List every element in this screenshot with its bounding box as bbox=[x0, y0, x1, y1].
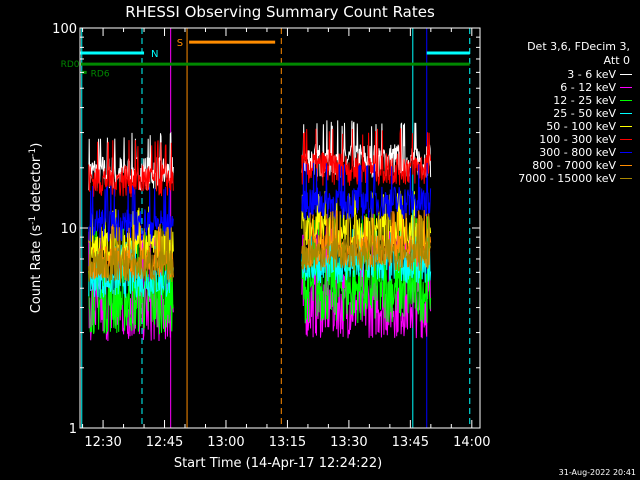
series-8 bbox=[88, 213, 432, 283]
series-8-segment-0 bbox=[88, 226, 174, 283]
flag-label-3: RD0 bbox=[61, 60, 80, 70]
legend-item-label: 300 - 800 keV bbox=[539, 145, 616, 159]
legend-swatch bbox=[620, 165, 632, 166]
legend-item-label: 6 - 12 keV bbox=[560, 80, 616, 94]
legend: Det 3,6, FDecim 3, Att 0 3 - 6 keV 6 - 12… bbox=[478, 40, 634, 185]
legend-swatch bbox=[620, 152, 632, 153]
y-axis-label: Count Rate (s-1 detector-1) bbox=[28, 143, 44, 314]
legend-swatch bbox=[620, 139, 632, 140]
series-8-segment-1 bbox=[301, 213, 432, 272]
data-layer bbox=[80, 28, 471, 428]
series-2-segment-0 bbox=[88, 224, 174, 335]
legend-item-label: 12 - 25 keV bbox=[553, 93, 616, 107]
legend-item-label: 50 - 100 keV bbox=[546, 119, 616, 133]
legend-swatch bbox=[620, 178, 632, 179]
y-tick-label: 100 bbox=[52, 22, 77, 37]
legend-item-label: 3 - 6 keV bbox=[567, 67, 616, 81]
series-6-segment-0 bbox=[88, 185, 174, 243]
legend-swatch bbox=[620, 100, 632, 101]
legend-item: 50 - 100 keV bbox=[478, 120, 634, 133]
x-tick-label: 13:00 bbox=[207, 435, 244, 450]
legend-swatch bbox=[620, 87, 632, 88]
x-axis-label: Start Time (14-Apr-17 12:24:22) bbox=[174, 456, 382, 471]
legend-item: 6 - 12 keV bbox=[478, 81, 634, 94]
y-tick-label: 1 bbox=[69, 422, 77, 437]
legend-swatch bbox=[620, 126, 632, 127]
legend-item: 800 - 7000 keV bbox=[478, 159, 634, 172]
legend-item-label: 800 - 7000 keV bbox=[532, 158, 616, 172]
x-tick-label: 12:45 bbox=[146, 435, 183, 450]
legend-swatch bbox=[620, 74, 632, 75]
series-6 bbox=[88, 162, 432, 243]
legend-item: 7000 - 15000 keV bbox=[478, 172, 634, 185]
axes-layer: 1 10 100 12:30 12:45 13:00 13:15 13:30 13:45 14:0… bbox=[52, 22, 490, 450]
x-tick-label: 13:15 bbox=[269, 435, 306, 450]
generation-timestamp: 31-Aug-2022 20:41 bbox=[558, 468, 636, 477]
x-tick-label: 13:45 bbox=[392, 435, 429, 450]
legend-item-label: 100 - 300 keV bbox=[539, 132, 616, 146]
legend-item: 300 - 800 keV bbox=[478, 146, 634, 159]
legend-item: 25 - 50 keV bbox=[478, 107, 634, 120]
flag-label-0: N bbox=[151, 49, 158, 60]
legend-swatch bbox=[620, 113, 632, 114]
series-7-segment-1 bbox=[301, 210, 432, 268]
legend-header-line-1: Det 3,6, FDecim 3, bbox=[527, 40, 630, 53]
series-5-segment-0 bbox=[88, 140, 174, 198]
legend-item: 12 - 25 keV bbox=[478, 94, 634, 107]
legend-header-line-2: Att 0 bbox=[603, 54, 630, 67]
legend-item-label: 25 - 50 keV bbox=[553, 106, 616, 120]
chart-title: RHESSI Observing Summary Count Rates bbox=[125, 3, 435, 21]
series-6-segment-1 bbox=[301, 162, 432, 220]
flag-label-4: RD6 bbox=[91, 69, 110, 79]
x-tick-label: 13:30 bbox=[330, 435, 367, 450]
flag-label-2: S bbox=[177, 38, 183, 49]
x-tick-label: 14:00 bbox=[453, 435, 490, 450]
y-tick-label: 10 bbox=[60, 222, 77, 237]
legend-item-label: 7000 - 15000 keV bbox=[518, 171, 616, 185]
legend-rows: 3 - 6 keV 6 - 12 keV 12 - 25 keV 25 - 50 ke… bbox=[478, 68, 634, 185]
x-tick-label: 12:30 bbox=[84, 435, 121, 450]
legend-item: 3 - 6 keV bbox=[478, 68, 634, 81]
legend-item: 100 - 300 keV bbox=[478, 133, 634, 146]
